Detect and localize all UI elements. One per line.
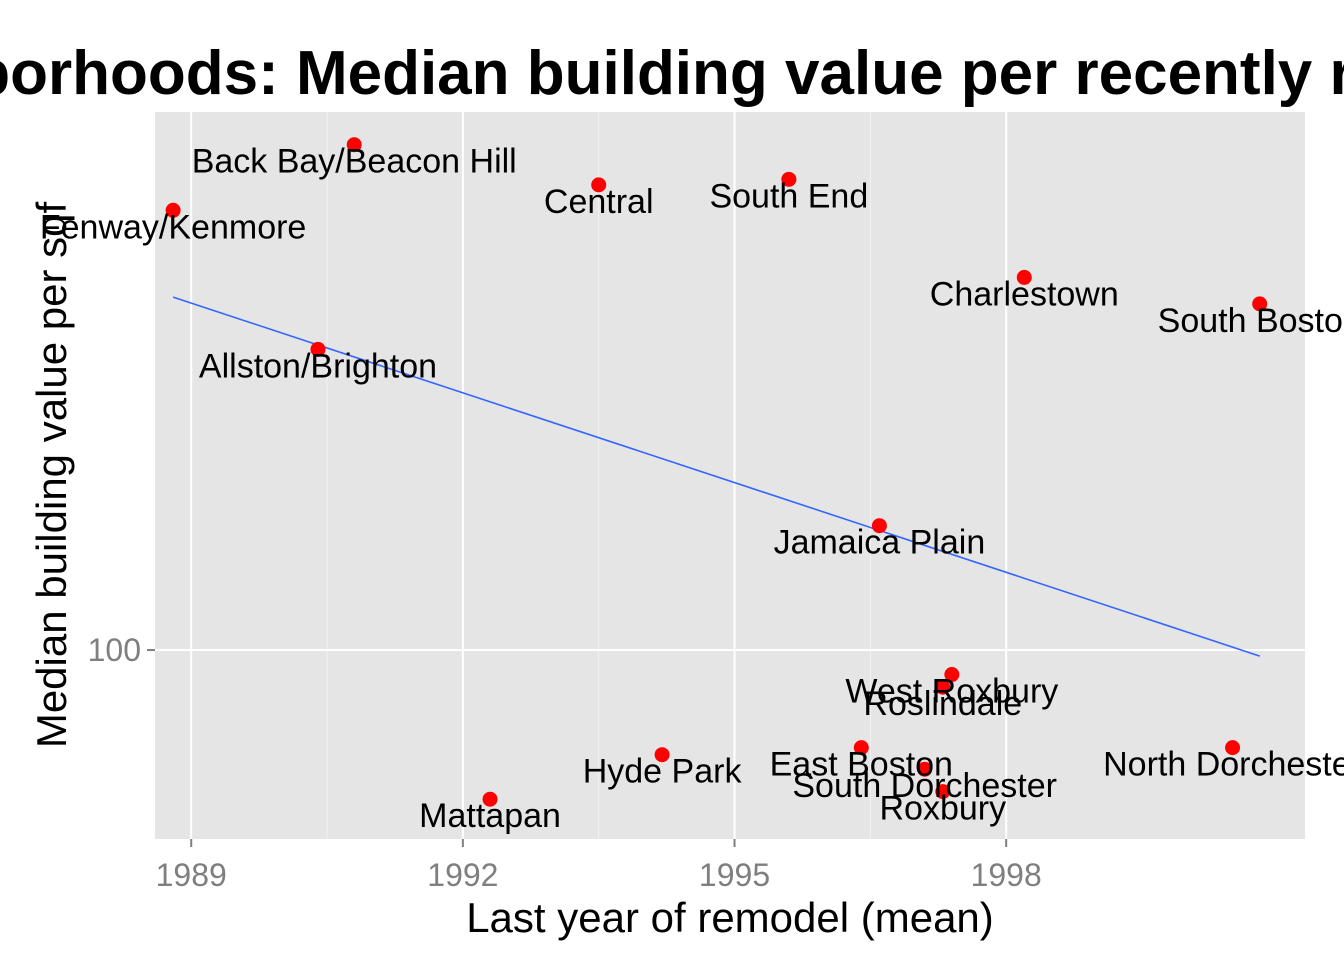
point-label: Jamaica Plain xyxy=(774,524,986,562)
chart-title: Neighborhoods: Median building value per… xyxy=(0,39,1344,108)
point-label: East Boston xyxy=(770,746,953,784)
x-tick-label: 1989 xyxy=(156,857,227,893)
point-label: South Dorchester xyxy=(792,767,1057,805)
data-point xyxy=(1252,296,1268,312)
point-label: South End xyxy=(709,177,868,215)
grid-lines xyxy=(155,112,1305,839)
data-point xyxy=(591,177,607,193)
data-point xyxy=(654,747,670,763)
data-point xyxy=(935,679,951,695)
x-tick-label: 1995 xyxy=(699,857,770,893)
data-point xyxy=(165,202,181,218)
point-label: West Roxbury xyxy=(845,673,1058,711)
point-label: Charlestown xyxy=(930,275,1119,313)
point-labels-group: Back Bay/Beacon Hill Fenway/Kenmore Centra… xyxy=(40,143,1344,835)
data-point xyxy=(1225,740,1241,756)
data-point xyxy=(935,784,951,800)
data-point xyxy=(346,137,362,153)
y-axis-title: Median building value per sqf xyxy=(28,202,75,749)
data-point xyxy=(482,791,498,807)
y-tick-label: 100 xyxy=(88,632,141,668)
point-label: Roxbury xyxy=(879,790,1006,828)
point-label: Back Bay/Beacon Hill xyxy=(192,143,517,181)
data-point xyxy=(853,740,869,756)
data-point xyxy=(944,667,960,683)
data-point xyxy=(917,761,933,777)
point-label: North Dorchester xyxy=(1103,746,1344,784)
point-label: Hyde Park xyxy=(583,753,743,791)
point-label: Central xyxy=(544,183,654,221)
x-axis-title: Last year of remodel (mean) xyxy=(466,894,994,941)
point-label: Fenway/Kenmore xyxy=(40,208,306,246)
x-axis-ticks: 1989 1992 1995 1998 xyxy=(156,839,1042,893)
trend-line-group xyxy=(172,296,1260,657)
point-label: Roslindale xyxy=(863,685,1022,723)
x-tick-label: 1998 xyxy=(971,857,1042,893)
points-group xyxy=(165,137,1268,807)
data-point xyxy=(310,341,326,357)
plot-panel xyxy=(155,112,1305,839)
data-point xyxy=(781,171,797,187)
data-point xyxy=(871,518,887,534)
point-label: South Boston xyxy=(1158,302,1344,340)
trend-line xyxy=(172,296,1260,657)
x-tick-label: 1992 xyxy=(427,857,498,893)
y-axis-ticks: 100 xyxy=(88,632,155,668)
point-label: Mattapan xyxy=(419,797,561,835)
point-label: Allston/Brighton xyxy=(199,347,437,385)
data-point xyxy=(1016,269,1032,285)
